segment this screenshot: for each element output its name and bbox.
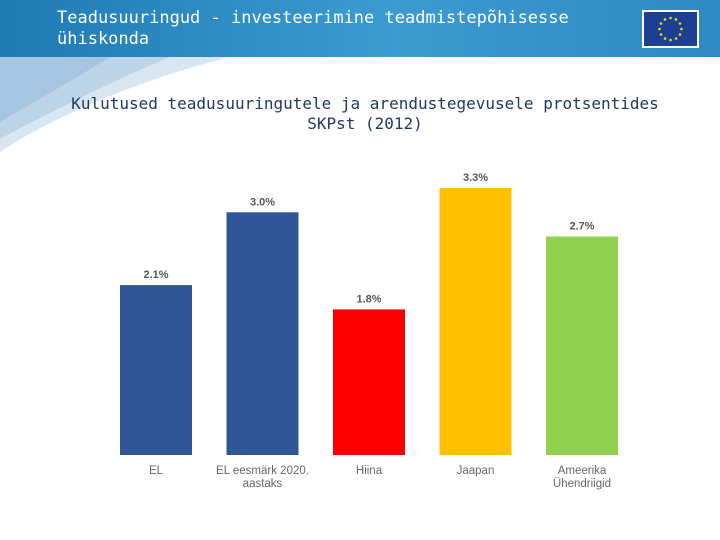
flag-star: [669, 16, 672, 20]
category-label: EL eesmärk 2020.: [216, 465, 309, 477]
flag-star: [663, 37, 667, 40]
bar-value-label: 2.1%: [143, 269, 168, 281]
flag-star: [674, 37, 678, 40]
header-bar: Teadusuuringud - investeerimine teadmist…: [0, 0, 720, 57]
eu-flag-icon: [642, 10, 699, 48]
flag-star: [669, 38, 672, 42]
bar: [333, 309, 405, 455]
flag-star: [663, 18, 667, 21]
bar: [546, 236, 618, 455]
bar-value-label: 2.7%: [569, 221, 594, 233]
flag-star: [678, 22, 682, 25]
category-label: Ühendriigid: [553, 478, 611, 490]
flag-star: [678, 33, 682, 36]
bar: [120, 285, 192, 455]
bar-value-label: 1.8%: [356, 293, 381, 305]
flag-star: [680, 27, 683, 31]
category-label: Jaapan: [457, 465, 495, 477]
bar-chart: 2.1% EL 3.0% EL eesmärk 2020.aastaks 1.8% Hii…: [120, 172, 618, 490]
category-label: Ameerika: [558, 465, 607, 477]
category-label: aastaks: [243, 478, 283, 490]
flag-star: [674, 18, 678, 21]
bar-value-label: 3.3%: [463, 172, 488, 184]
flag-star: [659, 22, 663, 25]
bar: [226, 212, 299, 455]
chart-title: Kulutused teadusuuringutele ja arenduste…: [71, 94, 659, 133]
flag-star: [659, 33, 663, 36]
bar-value-label: 3.0%: [250, 196, 275, 208]
category-label: Hiina: [356, 465, 383, 477]
bar: [439, 188, 512, 455]
flag-star: [658, 27, 661, 31]
decorative-swoosh: [0, 57, 230, 152]
category-label: EL: [149, 465, 164, 477]
page-title: Teadusuuringud - investeerimine teadmist…: [57, 8, 569, 49]
